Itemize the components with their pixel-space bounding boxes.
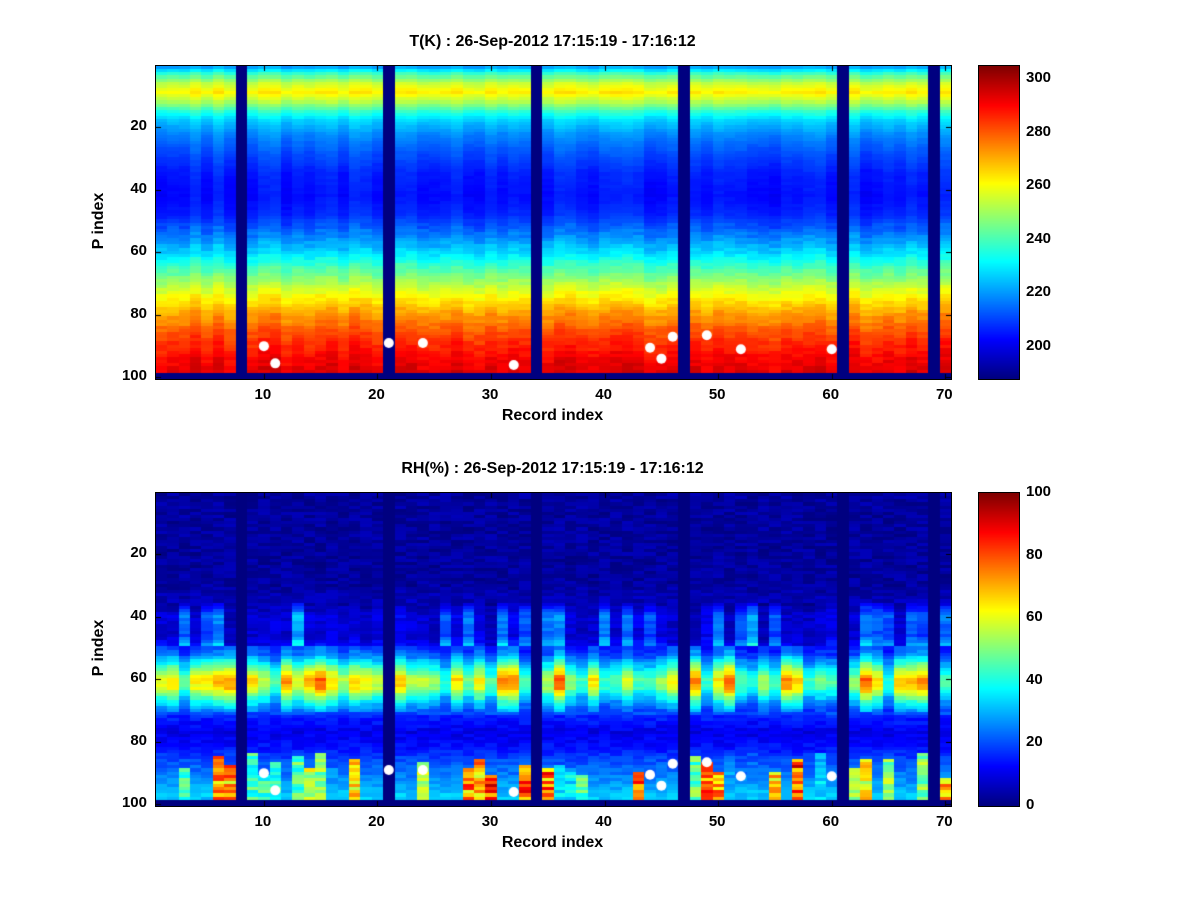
colorbar-tick-label: 220 — [1026, 283, 1052, 301]
humidity-heatmap — [155, 492, 952, 807]
humidity-ylabel: P index — [90, 619, 107, 677]
y-tick-label: 20 — [130, 544, 147, 562]
x-tick-label: 40 — [595, 813, 612, 830]
x-tick-label: 30 — [481, 813, 499, 830]
y-tick-label: 60 — [130, 669, 147, 687]
x-tick-label: 50 — [708, 813, 726, 830]
y-tick-label: 40 — [130, 179, 147, 197]
y-tick-label: 60 — [130, 242, 147, 260]
x-tick-label: 60 — [822, 386, 840, 403]
x-tick-label: 20 — [368, 386, 385, 403]
colorbar-tick-label: 240 — [1026, 229, 1052, 247]
humidity-title: RH(%) : 26-Sep-2012 17:15:19 - 17:16:12 — [401, 460, 704, 477]
colorbar-tick-label: 60 — [1026, 608, 1043, 626]
humidity-xlabel: Record index — [501, 834, 604, 851]
y-tick-label: 20 — [130, 117, 147, 135]
y-tick-label: 80 — [130, 304, 147, 322]
temperature-heatmap — [155, 65, 952, 380]
x-tick-label: 30 — [481, 386, 499, 403]
x-tick-label: 10 — [254, 386, 272, 403]
colorbar-tick-label: 20 — [1026, 733, 1043, 751]
colorbar-tick-label: 200 — [1026, 336, 1052, 354]
temperature-title: T(K) : 26-Sep-2012 17:15:19 - 17:16:12 — [409, 33, 696, 50]
x-tick-label: 70 — [935, 813, 953, 830]
colorbar-tick-label: 80 — [1026, 545, 1043, 563]
x-tick-label: 40 — [595, 386, 612, 403]
x-tick-label: 10 — [254, 813, 272, 830]
y-tick-label: 100 — [121, 794, 147, 812]
x-tick-label: 50 — [708, 386, 726, 403]
x-tick-label: 20 — [368, 813, 385, 830]
humidity-colorbar — [978, 492, 1020, 807]
temperature-ylabel: P index — [90, 192, 107, 250]
colorbar-tick-label: 260 — [1026, 176, 1052, 194]
colorbar-tick-label: 300 — [1026, 69, 1052, 87]
y-tick-label: 100 — [121, 367, 147, 385]
colorbar-tick-label: 100 — [1026, 483, 1052, 500]
temperature-colorbar — [978, 65, 1020, 380]
colorbar-tick-label: 0 — [1026, 796, 1035, 813]
y-tick-label: 40 — [130, 606, 147, 624]
x-tick-label: 60 — [822, 813, 840, 830]
y-tick-label: 80 — [130, 731, 147, 749]
colorbar-tick-label: 280 — [1026, 122, 1052, 140]
colorbar-tick-label: 40 — [1026, 670, 1043, 688]
x-tick-label: 70 — [935, 386, 953, 403]
temperature-xlabel: Record index — [501, 407, 604, 424]
